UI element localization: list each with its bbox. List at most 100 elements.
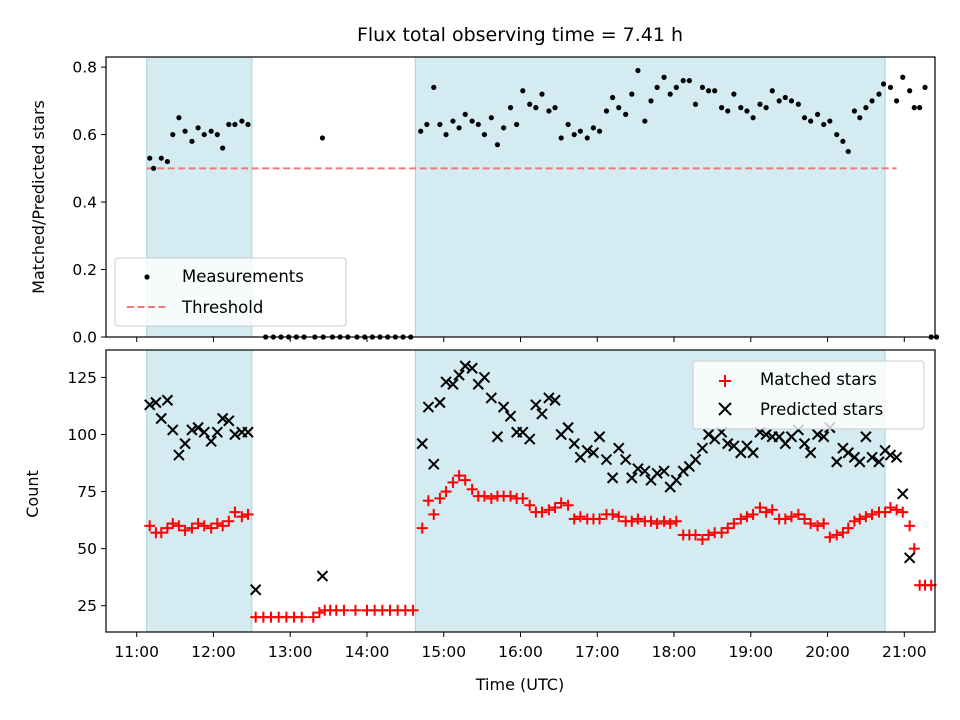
measurement-point	[667, 91, 673, 97]
predicted-stars-point	[722, 437, 734, 450]
matched-stars-point	[658, 515, 670, 527]
predicted-stars-point	[491, 431, 504, 443]
predicted-stars-point	[478, 371, 491, 384]
measurement-point	[150, 165, 157, 171]
measurement-point	[469, 118, 475, 124]
measurement-point	[577, 128, 583, 134]
measurement-point	[527, 101, 533, 107]
y-tick-label: 125	[67, 369, 97, 387]
matched-stars-point	[505, 490, 517, 502]
predicted-stars-point	[581, 444, 593, 457]
measurement-point	[788, 98, 795, 104]
matched-stars-point	[884, 502, 896, 514]
bottom-legend: Matched stars Predicted stars	[692, 360, 925, 430]
measurement-point	[738, 105, 744, 111]
matched-stars-point	[735, 513, 747, 525]
predicted-stars-point	[459, 360, 471, 372]
predicted-stars-point	[416, 437, 428, 450]
matched-stars-point	[785, 511, 797, 523]
chart-title: Flux total observing time = 7.41 h	[357, 24, 683, 46]
matched-stars-point	[296, 611, 308, 623]
y-tick-label: 75	[77, 483, 97, 501]
predicted-stars-point	[873, 456, 885, 468]
x-tick-label: 15:00	[421, 643, 466, 661]
measurement-point	[424, 121, 430, 128]
measurement-point	[450, 118, 456, 124]
measurement-point	[443, 131, 449, 138]
predicted-stars-point	[804, 447, 817, 459]
predicted-stars-point	[884, 449, 897, 461]
top-panel: 0.00.20.40.60.8 Matched/Predicted stars …	[29, 56, 940, 347]
matched-stars-point	[236, 511, 248, 523]
measurement-point	[220, 145, 226, 151]
x-tick-label: 18:00	[652, 643, 697, 661]
measurement-point	[558, 135, 564, 141]
matched-stars-point	[651, 518, 663, 530]
x-tick-label: 14:00	[345, 643, 390, 661]
predicted-stars-series	[144, 360, 916, 596]
measurement-point	[887, 84, 894, 90]
measurement-point	[782, 94, 788, 101]
predicted-stars-point	[639, 465, 651, 477]
matched-stars-point	[192, 518, 204, 530]
predicted-stars-point	[466, 362, 478, 374]
predicted-stars-point	[205, 435, 217, 448]
predicted-stars-point	[428, 458, 440, 470]
measurement-point	[654, 84, 660, 90]
measurement-point	[418, 128, 424, 134]
matched-stars-point	[478, 490, 490, 502]
predicted-stars-point	[161, 394, 174, 406]
measurement-point	[189, 138, 195, 144]
matched-stars-point	[198, 520, 210, 532]
matched-stars-point	[716, 527, 728, 539]
matched-stars-point	[741, 511, 753, 523]
legend-threshold-label: Threshold	[181, 298, 263, 317]
predicted-stars-point	[179, 437, 191, 450]
predicted-stars-point	[626, 472, 638, 484]
measurement-point	[692, 101, 699, 107]
measurement-point	[851, 108, 858, 114]
measurement-point	[507, 105, 514, 111]
matched-stars-point	[760, 506, 772, 518]
measurement-point	[603, 108, 610, 114]
measurement-point	[239, 118, 245, 124]
matched-stars-point	[766, 504, 778, 516]
matched-stars-point	[407, 604, 419, 616]
measurement-point	[437, 121, 443, 128]
matched-stars-point	[754, 502, 766, 514]
matched-stars-point	[805, 518, 817, 530]
matched-stars-point	[645, 515, 657, 527]
matched-stars-point	[229, 506, 241, 518]
measurement-point	[900, 74, 906, 80]
predicted-stars-point	[593, 431, 606, 443]
predicted-stars-point	[144, 399, 156, 411]
bottom-y-axis-label: Count	[23, 470, 42, 518]
predicted-stars-point	[613, 442, 625, 454]
measurement-point	[827, 118, 833, 124]
measurement-point	[705, 88, 712, 94]
predicted-stars-point	[811, 428, 824, 441]
measurement-point	[880, 81, 887, 87]
matched-stars-point	[824, 531, 836, 543]
legend-measurements-marker	[144, 274, 150, 280]
measurement-point	[834, 131, 840, 138]
matched-stars-point	[459, 474, 471, 486]
predicted-stars-point	[249, 584, 262, 596]
measurement-point	[661, 74, 667, 80]
x-tick-label: 20:00	[805, 643, 850, 661]
measurement-point	[712, 88, 718, 94]
measurement-point	[876, 91, 882, 97]
measurement-point	[629, 91, 635, 97]
measurement-point	[808, 118, 814, 124]
predicted-stars-point	[440, 376, 452, 388]
predicted-stars-point	[817, 431, 830, 443]
predicted-stars-point	[543, 392, 555, 404]
predicted-stars-point	[485, 392, 498, 404]
measurement-point	[686, 78, 692, 84]
measurement-point	[158, 155, 164, 161]
predicted-stars-point	[866, 451, 878, 464]
predicted-stars-point	[216, 412, 229, 425]
matched-stars-point	[799, 513, 811, 525]
matched-stars-point	[848, 515, 860, 527]
measurement-point	[845, 148, 851, 155]
